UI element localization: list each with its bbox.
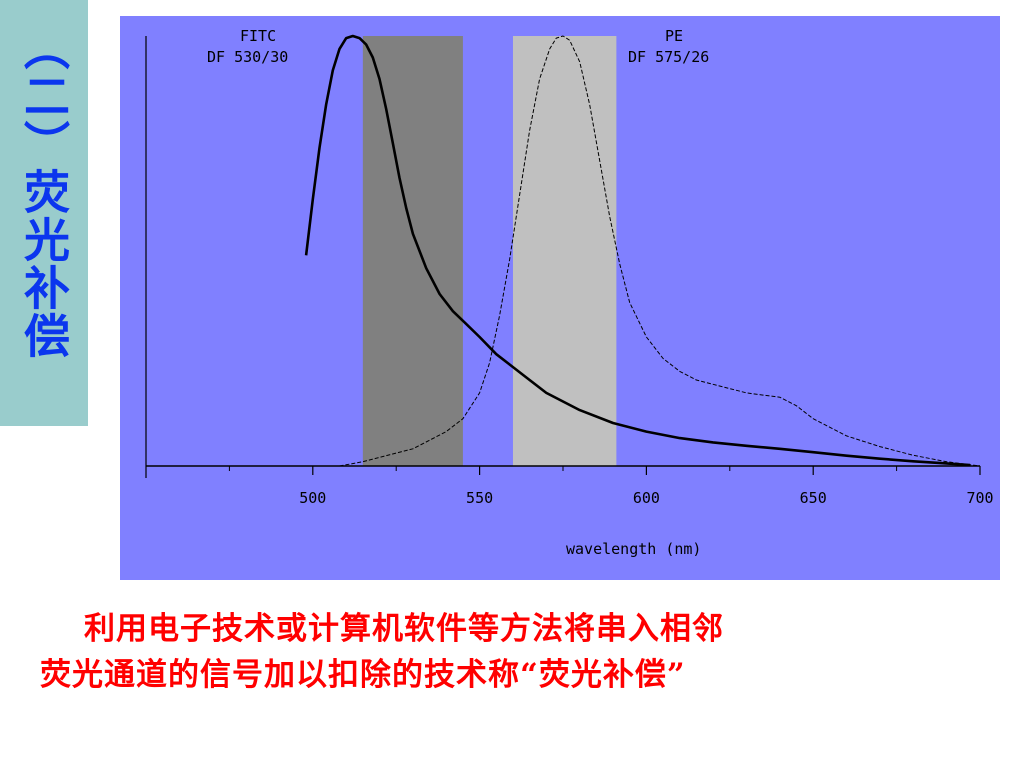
pe-filter-label: PE [665,27,683,45]
x-tick-label: 700 [966,489,993,507]
x-tick-label: 650 [800,489,827,507]
fitc-filter-label: FITC [240,27,276,45]
x-tick-label: 550 [466,489,493,507]
side-banner-title: （二）荧光补偿 [17,24,71,360]
emission-spectrum-chart: 500 550 600 650 700 FITC DF 530/30 PE DF 575… [120,16,1000,580]
fitc-emission-curve [304,34,971,467]
x-tick-label: 600 [633,489,660,507]
pe-emission-curve [339,35,981,467]
x-tick-label: 500 [299,489,326,507]
caption-line-2: 荧光通道的信号加以扣除的技术称“荧光补偿” [40,657,686,693]
fitc-filter-bandwidth-label: DF 530/30 [207,48,288,66]
x-axis-title: wavelength (nm) [566,540,701,558]
pe-filter-bandwidth-label: DF 575/26 [628,48,709,66]
filter-band-1 [512,36,617,466]
side-banner: （二）荧光补偿 [0,0,88,426]
caption-line-1: 利用电子技术或计算机软件等方法将串入相邻 [84,611,724,647]
filter-band-0 [362,36,463,466]
chart-svg: 500 550 600 650 700 FITC DF 530/30 PE DF 575… [145,27,994,558]
caption-text: 利用电子技术或计算机软件等方法将串入相邻 荧光通道的信号加以扣除的技术称“荧光补… [40,606,1000,698]
